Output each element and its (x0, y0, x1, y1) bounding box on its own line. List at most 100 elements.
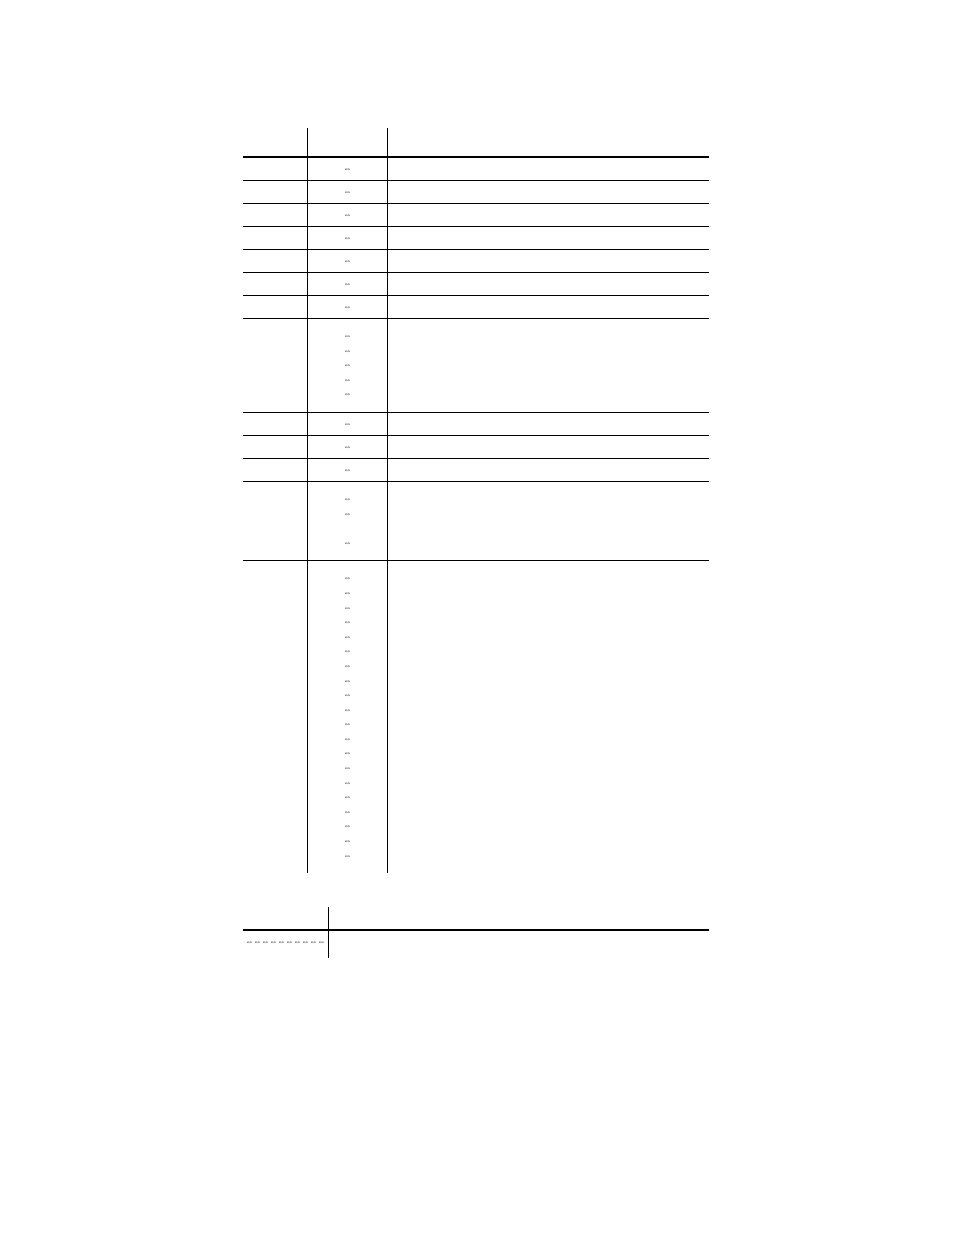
table-cell (243, 250, 307, 273)
table-cell-bullets: ⇔ (307, 227, 388, 250)
table-cell-bullets: ⇔ (307, 250, 388, 273)
upper-table: ⇔⇔⇔⇔⇔⇔⇔⇔⇔⇔⇔⇔⇔⇔⇔⇔⇔⇔⇔⇔⇔⇔⇔⇔⇔⇔⇔⇔⇔⇔⇔⇔⇔⇔⇔⇔⇔⇔ (243, 128, 709, 873)
table-cell (388, 227, 709, 250)
table-cell-bullets: ⇔⇔⇔⇔⇔⇔⇔⇔⇔⇔⇔⇔⇔⇔⇔⇔⇔⇔⇔⇔ (307, 561, 388, 873)
lower-table-header-row (243, 907, 709, 930)
table-row: ⇔ (243, 227, 709, 250)
bullet-icon: ⇔ (308, 417, 388, 432)
bullet-icon: ⇔ (308, 659, 388, 674)
table-row: ⇔⇔⇔⇔⇔ (243, 319, 709, 413)
bullet-icon: ⇔ (308, 630, 388, 645)
table-cell (243, 204, 307, 227)
table-cell (243, 435, 307, 458)
bullet-icon: ⇔ (308, 440, 388, 455)
bullet-icon: ⇔ (308, 344, 388, 359)
spacer (308, 521, 388, 536)
bullet-icon: ⇔ (317, 937, 325, 946)
table-cell-bullets: ⇔ (307, 273, 388, 296)
table-cell (388, 412, 709, 435)
table-cell (388, 561, 709, 873)
bullet-icon: ⇔ (308, 732, 388, 747)
table-cell (243, 296, 307, 319)
table-cell (388, 435, 709, 458)
bullet-icon: ⇔ (308, 586, 388, 601)
table-row: ⇔⇔⇔⇔⇔⇔⇔⇔⇔⇔⇔⇔⇔⇔⇔⇔⇔⇔⇔⇔ (243, 561, 709, 873)
bullet-icon: ⇔ (308, 805, 388, 820)
table-cell (243, 157, 307, 181)
table-cell-bullets: ⇔⇔⇔⇔⇔⇔⇔⇔⇔⇔ (243, 930, 328, 958)
table-cell-bullets: ⇔⇔⇔⇔⇔ (307, 319, 388, 413)
table-cell (388, 250, 709, 273)
table-row: ⇔ (243, 250, 709, 273)
bullet-icon: ⇔ (308, 507, 388, 522)
upper-table-header-row (243, 128, 709, 157)
bullet-icon: ⇔ (308, 536, 388, 551)
table-row: ⇔⇔⇔ (243, 481, 709, 560)
bullet-icon: ⇔ (308, 463, 388, 478)
bullet-icon: ⇔ (308, 277, 388, 292)
table-row: ⇔ (243, 157, 709, 181)
table-cell (388, 296, 709, 319)
upper-table-header-col2 (307, 128, 388, 157)
bullet-icon: ⇔ (308, 185, 388, 200)
table-cell-bullets: ⇔ (307, 458, 388, 481)
table-cell-bullets: ⇔ (307, 412, 388, 435)
table-cell (243, 319, 307, 413)
table-cell (243, 412, 307, 435)
bullet-icon: ⇔ (308, 300, 388, 315)
bullet-icon: ⇔ (308, 373, 388, 388)
upper-table-header-col3 (388, 128, 709, 157)
table-cell (328, 930, 709, 958)
table-cell (388, 481, 709, 560)
bullet-icon: ⇔ (308, 717, 388, 732)
table-row: ⇔⇔⇔⇔⇔⇔⇔⇔⇔⇔ (243, 930, 709, 958)
bullet-icon: ⇔ (308, 688, 388, 703)
table-cell-bullets: ⇔ (307, 435, 388, 458)
bullet-icon: ⇔ (308, 819, 388, 834)
table-cell (388, 458, 709, 481)
bullet-icon: ⇔ (308, 790, 388, 805)
bullet-icon: ⇔ (308, 329, 388, 344)
table-row: ⇔ (243, 181, 709, 204)
bullet-icon: ⇔ (308, 849, 388, 864)
table-cell-bullets: ⇔ (307, 181, 388, 204)
table-cell (243, 458, 307, 481)
table-row: ⇔ (243, 435, 709, 458)
table-cell (243, 273, 307, 296)
bullet-icon: ⇔ (308, 162, 388, 177)
table-cell (243, 561, 307, 873)
bullet-icon: ⇔ (308, 601, 388, 616)
table-cell (388, 319, 709, 413)
bullet-icon: ⇔ (308, 254, 388, 269)
lower-table-header-col2 (328, 907, 709, 930)
table-cell-bullets: ⇔ (307, 204, 388, 227)
table-row: ⇔ (243, 458, 709, 481)
bullet-icon: ⇔ (308, 615, 388, 630)
table-cell-bullets: ⇔⇔⇔ (307, 481, 388, 560)
table-row: ⇔ (243, 273, 709, 296)
bullet-icon: ⇔ (308, 761, 388, 776)
table-row: ⇔ (243, 296, 709, 319)
table-cell-bullets: ⇔ (307, 296, 388, 319)
bullet-icon: ⇔ (308, 674, 388, 689)
bullet-icon: ⇔ (308, 746, 388, 761)
table-cell (243, 227, 307, 250)
bullet-icon: ⇔ (308, 387, 388, 402)
bullet-icon: ⇔ (308, 208, 388, 223)
table-cell (388, 181, 709, 204)
table-cell (388, 204, 709, 227)
upper-table-header-col1 (243, 128, 307, 157)
bullet-icon: ⇔ (308, 492, 388, 507)
bullet-icon: ⇔ (308, 834, 388, 849)
bullet-icon: ⇔ (308, 644, 388, 659)
bullet-icon: ⇔ (308, 703, 388, 718)
bullet-icon: ⇔ (308, 358, 388, 373)
bullet-icon: ⇔ (308, 231, 388, 246)
table-cell (388, 157, 709, 181)
table-cell (243, 181, 307, 204)
lower-table: ⇔⇔⇔⇔⇔⇔⇔⇔⇔⇔ (243, 907, 709, 958)
bullet-icon: ⇔ (308, 571, 388, 586)
lower-table-header-col1 (243, 907, 328, 930)
table-row: ⇔ (243, 204, 709, 227)
table-row: ⇔ (243, 412, 709, 435)
